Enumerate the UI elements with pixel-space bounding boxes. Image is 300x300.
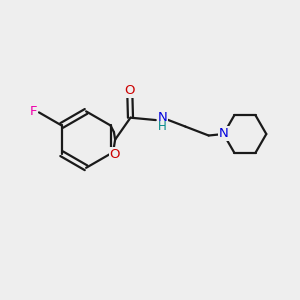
Text: O: O (109, 148, 120, 161)
Text: F: F (30, 105, 38, 118)
Text: H: H (158, 120, 167, 133)
Text: N: N (158, 111, 167, 124)
Text: N: N (219, 127, 229, 140)
Text: O: O (124, 84, 135, 98)
